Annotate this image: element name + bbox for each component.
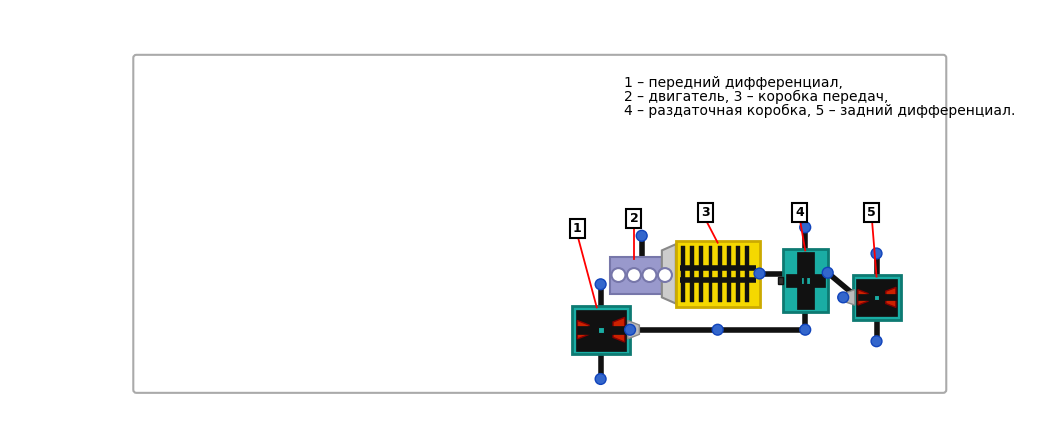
- Text: 4 – раздаточная коробка, 5 – задний дифференциал.: 4 – раздаточная коробка, 5 – задний дифф…: [624, 104, 1015, 118]
- Circle shape: [800, 222, 811, 233]
- FancyBboxPatch shape: [133, 55, 946, 393]
- Bar: [804, 254, 806, 307]
- Circle shape: [822, 267, 833, 278]
- Text: 2: 2: [629, 212, 639, 226]
- Circle shape: [838, 292, 848, 303]
- Bar: [786, 274, 824, 287]
- Circle shape: [596, 373, 606, 385]
- Text: 3: 3: [701, 206, 709, 219]
- Circle shape: [596, 279, 606, 289]
- Bar: [736, 246, 740, 302]
- Polygon shape: [628, 321, 640, 339]
- Polygon shape: [578, 321, 589, 339]
- Bar: [597, 311, 605, 349]
- Bar: [727, 246, 730, 302]
- Bar: [856, 279, 897, 316]
- Bar: [598, 327, 604, 333]
- Bar: [690, 246, 695, 302]
- Bar: [874, 281, 880, 314]
- Bar: [797, 252, 814, 309]
- Circle shape: [625, 324, 636, 335]
- Bar: [681, 246, 685, 302]
- Polygon shape: [662, 244, 676, 304]
- Circle shape: [800, 324, 811, 335]
- Bar: [783, 249, 827, 312]
- Circle shape: [658, 268, 672, 282]
- Circle shape: [611, 268, 625, 282]
- Bar: [801, 277, 809, 284]
- Polygon shape: [858, 289, 868, 305]
- Text: 4: 4: [796, 206, 804, 219]
- Bar: [874, 295, 879, 300]
- Circle shape: [871, 248, 882, 259]
- Polygon shape: [843, 289, 855, 305]
- Bar: [858, 294, 896, 301]
- Bar: [575, 310, 626, 350]
- Bar: [853, 275, 901, 320]
- Polygon shape: [885, 287, 896, 307]
- Bar: [610, 258, 675, 293]
- Bar: [578, 326, 625, 333]
- Circle shape: [871, 336, 882, 347]
- Bar: [572, 306, 630, 354]
- Circle shape: [637, 230, 647, 241]
- Circle shape: [713, 324, 723, 335]
- Bar: [718, 246, 722, 302]
- Text: 1 – передний дифференциал,: 1 – передний дифференциал,: [624, 76, 843, 91]
- Bar: [778, 278, 783, 284]
- Bar: [676, 241, 760, 307]
- Circle shape: [754, 268, 765, 279]
- Bar: [708, 246, 713, 302]
- Circle shape: [643, 268, 657, 282]
- Text: 5: 5: [867, 206, 876, 219]
- Bar: [745, 246, 748, 302]
- Polygon shape: [613, 317, 625, 342]
- Text: 2 – двигатель, 3 – коробка передач,: 2 – двигатель, 3 – коробка передач,: [624, 90, 889, 104]
- Bar: [700, 246, 703, 302]
- Text: 1: 1: [573, 222, 582, 235]
- Circle shape: [627, 268, 641, 282]
